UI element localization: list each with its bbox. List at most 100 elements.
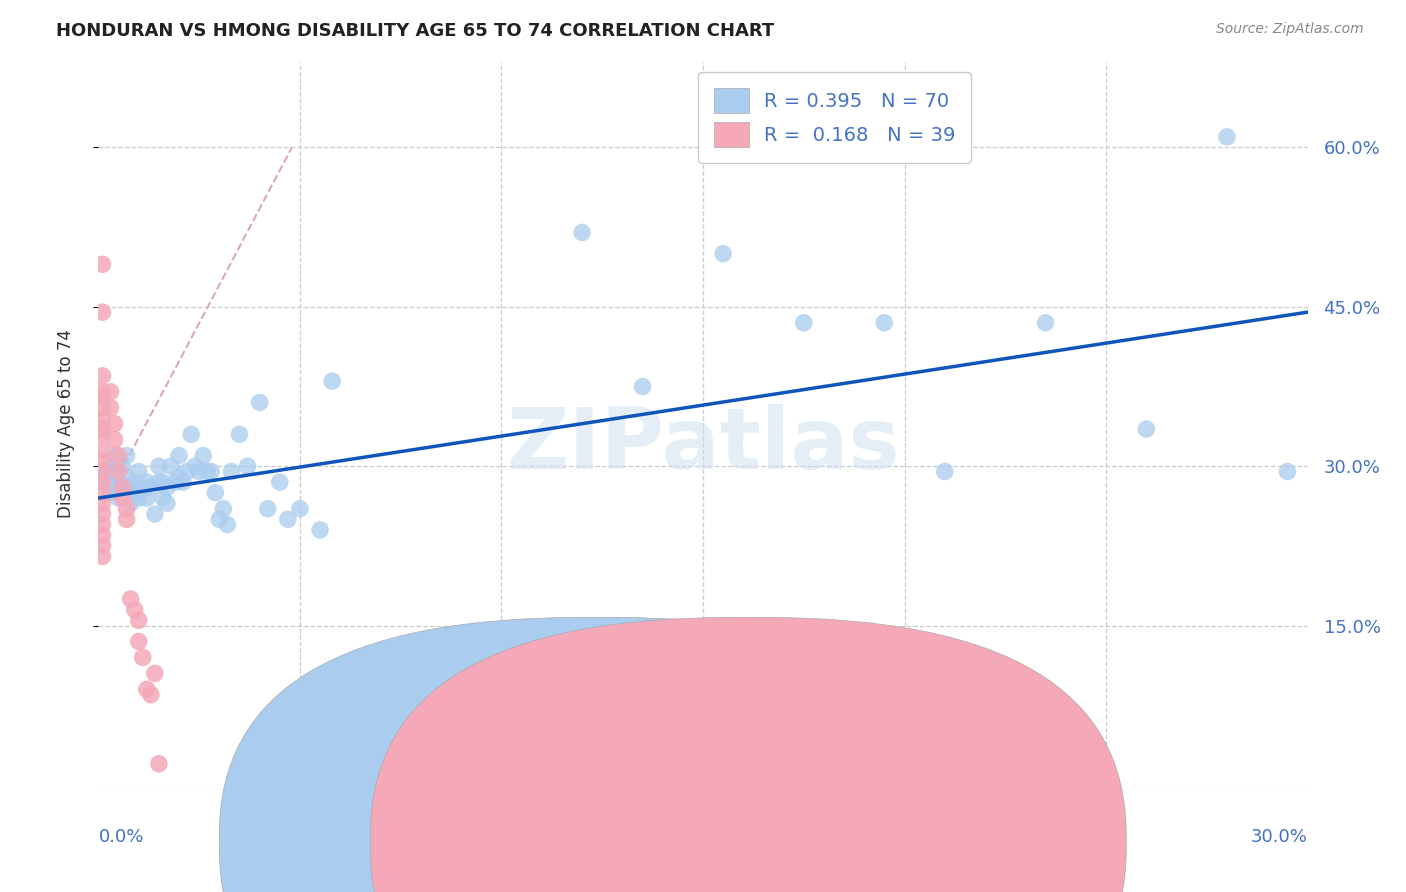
Point [163, 475, 186, 490]
Point [96, 470, 118, 484]
Point [309, 523, 332, 537]
Point [96, 465, 118, 479]
Point [115, 501, 138, 516]
Point [156, 480, 179, 494]
Point [91, 528, 114, 542]
Point [91, 496, 114, 510]
Point [256, 501, 278, 516]
Point [100, 475, 122, 490]
Point [128, 634, 150, 648]
Point [103, 465, 125, 479]
Point [103, 449, 125, 463]
Point [91, 305, 114, 319]
Point [124, 602, 146, 616]
Point [139, 480, 162, 494]
Point [236, 459, 259, 474]
Point [128, 465, 150, 479]
Point [111, 459, 134, 474]
Point [208, 512, 231, 526]
Point [91, 384, 114, 399]
Point [180, 427, 202, 442]
Legend: R = 0.395   N = 70, R =  0.168   N = 39: R = 0.395 N = 70, R = 0.168 N = 39 [699, 72, 972, 163]
Text: 0.0%: 0.0% [98, 829, 143, 847]
Point [100, 459, 122, 474]
Point [321, 374, 343, 388]
Point [91, 539, 114, 553]
Point [100, 384, 122, 399]
Point [91, 401, 114, 415]
Point [193, 449, 215, 463]
Point [143, 507, 166, 521]
Point [793, 316, 815, 330]
Text: ZIPatlas: ZIPatlas [506, 404, 900, 487]
Point [148, 475, 170, 490]
Point [103, 480, 125, 494]
Point [1277, 465, 1299, 479]
Point [228, 427, 250, 442]
Point [132, 480, 155, 494]
Point [124, 485, 146, 500]
Point [132, 650, 155, 665]
Point [115, 449, 138, 463]
Point [115, 470, 138, 484]
Point [91, 368, 114, 383]
Point [277, 512, 299, 526]
Text: HONDURAN VS HMONG DISABILITY AGE 65 TO 74 CORRELATION CHART: HONDURAN VS HMONG DISABILITY AGE 65 TO 7… [56, 22, 775, 40]
Y-axis label: Disability Age 65 to 74: Disability Age 65 to 74 [56, 329, 75, 518]
Point [120, 480, 142, 494]
Point [120, 592, 142, 607]
Point [107, 465, 129, 479]
Point [204, 485, 226, 500]
Point [91, 443, 114, 458]
Point [124, 475, 146, 490]
Point [111, 480, 134, 494]
Point [128, 491, 150, 505]
Point [91, 475, 114, 490]
Point [100, 401, 122, 415]
Point [91, 517, 114, 532]
Point [91, 507, 114, 521]
Point [139, 688, 162, 702]
Point [195, 465, 218, 479]
Point [148, 756, 170, 771]
Point [107, 449, 129, 463]
Point [1135, 422, 1157, 436]
Point [184, 459, 207, 474]
Point [135, 682, 157, 697]
Point [1035, 316, 1057, 330]
Point [111, 480, 134, 494]
Point [91, 475, 114, 490]
Point [571, 226, 593, 240]
Point [934, 465, 956, 479]
Point [631, 379, 654, 393]
Point [152, 491, 174, 505]
Point [100, 485, 122, 500]
Point [176, 465, 198, 479]
Point [91, 465, 114, 479]
Point [873, 316, 896, 330]
Point [152, 475, 174, 490]
Point [91, 257, 114, 271]
Point [167, 449, 190, 463]
Point [91, 390, 114, 404]
Point [115, 512, 138, 526]
Point [212, 501, 235, 516]
Point [288, 501, 311, 516]
Point [167, 470, 190, 484]
Text: Hondurans: Hondurans [630, 839, 721, 857]
Point [103, 417, 125, 431]
Point [103, 433, 125, 447]
Point [91, 427, 114, 442]
Point [120, 496, 142, 510]
Text: Source: ZipAtlas.com: Source: ZipAtlas.com [1216, 22, 1364, 37]
Point [269, 475, 291, 490]
Point [143, 666, 166, 681]
Point [1216, 129, 1239, 144]
Point [160, 459, 183, 474]
Point [107, 491, 129, 505]
Point [156, 496, 179, 510]
Point [148, 459, 170, 474]
Point [107, 475, 129, 490]
Text: 30.0%: 30.0% [1251, 829, 1308, 847]
Point [135, 475, 157, 490]
